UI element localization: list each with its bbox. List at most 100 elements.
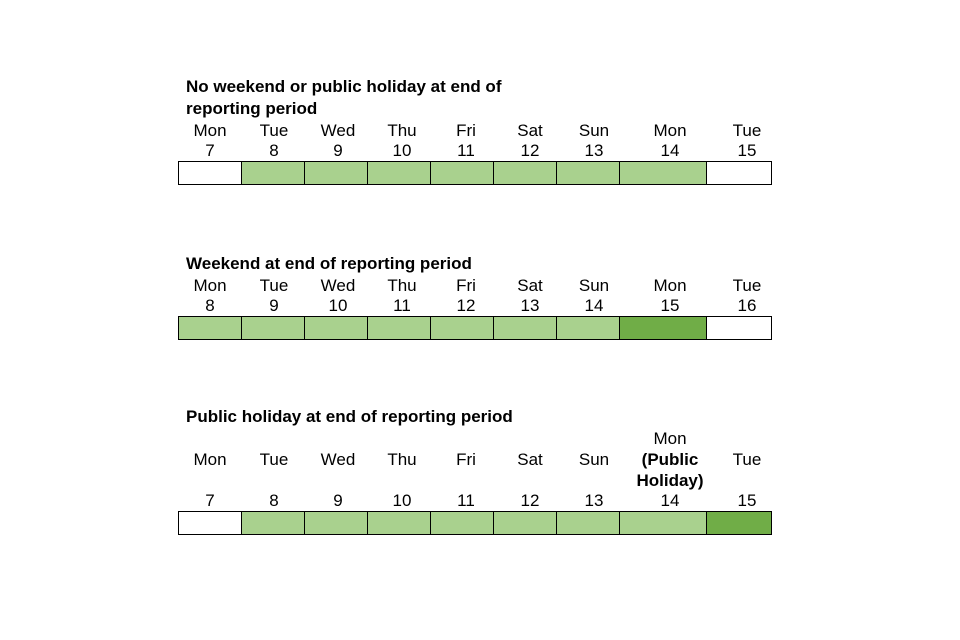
calendar-cell-light [556, 511, 620, 535]
date-label: 12 [520, 141, 540, 160]
day-label-line: Tue [259, 450, 289, 469]
day-label-line: Thu [387, 450, 417, 469]
date-label: 10 [392, 491, 412, 510]
day-label: Mon [178, 428, 242, 491]
calendar-cell-light [430, 316, 494, 340]
day-label: Thu [370, 120, 434, 141]
day-label-line: Thu [387, 276, 417, 295]
calendar-cell-dark [619, 316, 707, 340]
day-label: Mon [626, 275, 714, 296]
date-row: 7 8 9 10 11 12 13 14 15 [178, 141, 788, 161]
day-label: Sun [562, 120, 626, 141]
date-label: 10 [392, 141, 412, 160]
date-label: 7 [205, 491, 215, 510]
day-header-row: Mon Tue Wed Thu Fri Sat Sun Mon Tue [178, 120, 788, 141]
day-label: Tue [714, 120, 780, 141]
date-label: 9 [333, 491, 343, 510]
calendar-cell-empty [178, 511, 242, 535]
day-label: Mon [178, 120, 242, 141]
calendar-cell-light [619, 161, 707, 185]
day-label-line: Wed [320, 121, 356, 140]
day-label: Thu [370, 428, 434, 491]
calendar-cell-light [556, 316, 620, 340]
day-label-line: Sat [517, 450, 543, 469]
period-bar [178, 161, 788, 185]
calendar-cell-light [367, 511, 431, 535]
day-label-line: Wed [320, 450, 356, 469]
date-label: 13 [584, 491, 604, 510]
day-label-line: Mon [193, 276, 227, 295]
date-label: 16 [737, 296, 757, 315]
calendar-cell-empty [706, 316, 772, 340]
calendar-cell-light [430, 511, 494, 535]
date-label: 9 [269, 296, 279, 315]
day-label: Thu [370, 275, 434, 296]
day-label-line: Thu [387, 121, 417, 140]
date-label: 14 [584, 296, 604, 315]
day-header-row: Mon Tue Wed Thu Fri Sat Sun Mon (Public Holiday) T… [178, 428, 788, 491]
calendar-cell-light [304, 511, 368, 535]
diagram-title: No weekend or public holiday at end of r… [186, 77, 502, 118]
day-label: Sat [498, 275, 562, 296]
date-label: 15 [737, 491, 757, 510]
day-label-line: Wed [320, 276, 356, 295]
calendar-cell-light [241, 161, 305, 185]
calendar-cell-empty [178, 161, 242, 185]
day-label-line: Mon [653, 429, 687, 448]
day-label: Fri [434, 275, 498, 296]
day-label-line: Sat [517, 121, 543, 140]
diagram-public-holiday: Public holiday at end of reporting perio… [178, 406, 788, 535]
calendar-cell-light [367, 316, 431, 340]
calendar-cell-light [304, 316, 368, 340]
day-label-line: Holiday) [636, 471, 704, 490]
day-label: Fri [434, 428, 498, 491]
day-label-line: Tue [732, 450, 762, 469]
date-label: 9 [333, 141, 343, 160]
day-label: Tue [242, 275, 306, 296]
day-label: Wed [306, 275, 370, 296]
day-label-line: (Public [641, 450, 699, 469]
day-label: Sun [562, 428, 626, 491]
calendar-cell-light [241, 316, 305, 340]
period-bar [178, 316, 788, 340]
calendar-cell-light [367, 161, 431, 185]
day-label-line: Tue [732, 276, 762, 295]
day-label-line: Mon [193, 450, 227, 469]
date-row: 7 8 9 10 11 12 13 14 15 [178, 491, 788, 511]
calendar-cell-light [430, 161, 494, 185]
day-label-line: Tue [259, 276, 289, 295]
date-label: 12 [456, 296, 476, 315]
calendar-cell-light [493, 316, 557, 340]
day-label: Tue [242, 428, 306, 491]
day-label: Tue [714, 428, 780, 491]
date-label: 11 [457, 141, 475, 160]
calendar-cell-light [556, 161, 620, 185]
date-label: 8 [205, 296, 215, 315]
date-label: 8 [269, 491, 279, 510]
calendar-cell-dark [706, 511, 772, 535]
day-label: Mon [626, 120, 714, 141]
day-label-line: Tue [732, 121, 762, 140]
date-label: 11 [393, 296, 411, 315]
day-label-line: Mon [193, 121, 227, 140]
day-label: Fri [434, 120, 498, 141]
day-label-line: Mon [653, 121, 687, 140]
day-label-line: Fri [456, 121, 476, 140]
calendar-cell-light [241, 511, 305, 535]
calendar-cell-empty [706, 161, 772, 185]
day-label: Wed [306, 120, 370, 141]
date-label: 13 [520, 296, 540, 315]
date-label: 14 [660, 141, 680, 160]
date-label: 8 [269, 141, 279, 160]
day-label-line: Tue [259, 121, 289, 140]
day-label: Wed [306, 428, 370, 491]
date-label: 13 [584, 141, 604, 160]
calendar-cell-light [493, 511, 557, 535]
diagram-title: Weekend at end of reporting period [186, 254, 472, 273]
diagram-weekend: Weekend at end of reporting period Mon Tu… [178, 253, 788, 340]
calendar-cell-light [619, 511, 707, 535]
diagram-no-weekend-or-public-holiday: No weekend or public holiday at end of r… [178, 76, 788, 185]
day-label: Mon [178, 275, 242, 296]
date-label: 12 [520, 491, 540, 510]
day-label-line: Fri [456, 450, 476, 469]
